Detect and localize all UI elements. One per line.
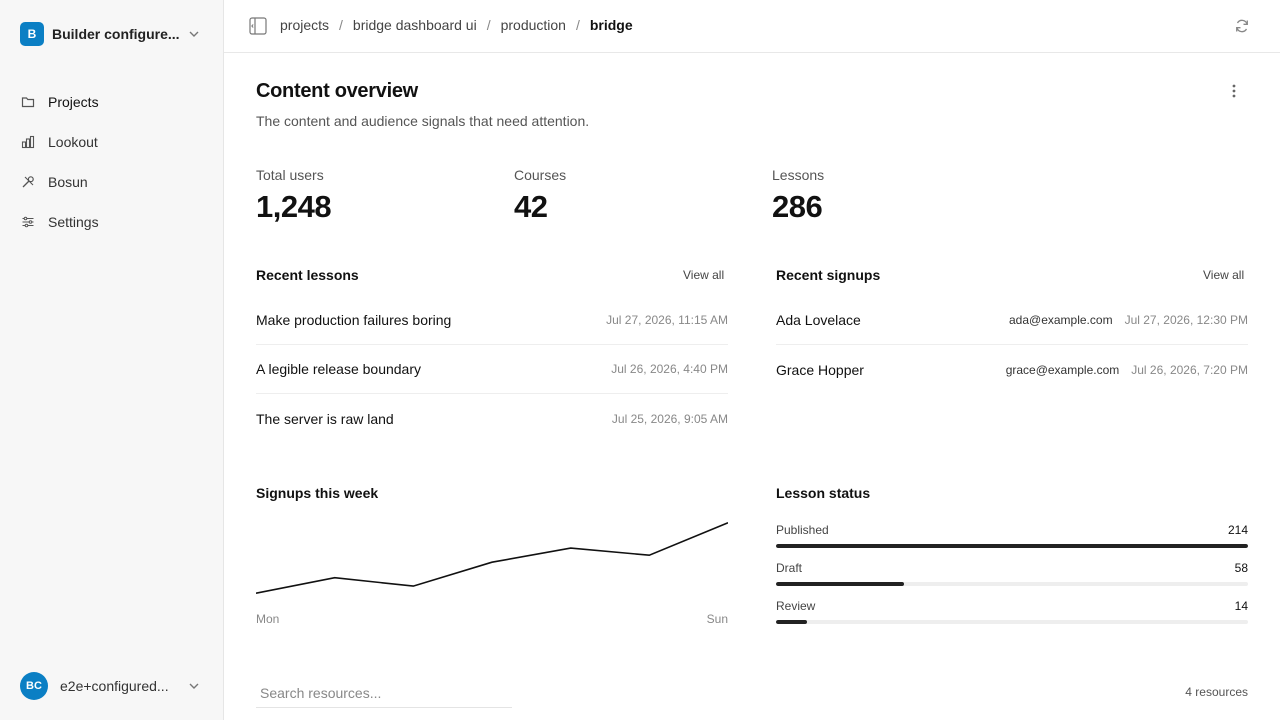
sidebar-item-bosun[interactable]: Bosun [20, 162, 204, 202]
search-input[interactable] [256, 679, 512, 708]
stat-label: Courses [514, 167, 567, 183]
top-bar: projects / bridge dashboard ui / product… [224, 0, 1280, 53]
sidebar-item-lookout[interactable]: Lookout [20, 122, 204, 162]
user-menu[interactable]: BC e2e+configured... [20, 672, 204, 700]
page-subtitle: The content and audience signals that ne… [256, 113, 590, 129]
breadcrumb-projects[interactable]: projects [280, 17, 330, 33]
breadcrumb-separator: / [339, 17, 343, 33]
stat-value: 1,248 [256, 189, 332, 224]
signup-name: Ada Lovelace [776, 312, 861, 328]
sidebar-item-label: Bosun [48, 174, 88, 190]
status-published: Published 214 [776, 523, 1248, 548]
status-count: 14 [1234, 599, 1248, 613]
list-item[interactable]: Ada Lovelace ada@example.com Jul 27, 202… [776, 296, 1248, 345]
progress-fill [776, 544, 1248, 548]
org-switcher[interactable]: B Builder configure... [20, 22, 204, 46]
recent-lessons-list: Make production failures boring Jul 27, … [256, 296, 728, 443]
signup-time: Jul 27, 2026, 12:30 PM [1124, 313, 1248, 327]
progress-track [776, 582, 1248, 586]
chevron-down-icon [189, 31, 199, 37]
stat-label: Total users [256, 167, 324, 183]
status-label: Draft [776, 561, 803, 575]
signup-time: Jul 26, 2026, 7:20 PM [1131, 362, 1248, 377]
signup-name: Grace Hopper [776, 361, 864, 378]
sidebar-item-label: Settings [48, 214, 99, 230]
lesson-title: Make production failures boring [256, 312, 452, 328]
status-draft: Draft 58 [776, 561, 1248, 586]
sidebar-nav: Projects Lookout Bosun Settings [20, 82, 204, 242]
status-label: Published [776, 523, 829, 537]
chart-x-start-label: Mon [256, 612, 280, 626]
bar-chart-icon [20, 134, 36, 150]
sidebar-item-label: Lookout [48, 134, 98, 150]
sidebar: B Builder configure... Projects Lookout … [0, 0, 224, 720]
breadcrumb-current: bridge [589, 17, 633, 33]
list-item[interactable]: The server is raw land Jul 25, 2026, 9:0… [256, 394, 728, 443]
stat-lessons: Lessons 286 [772, 167, 824, 225]
org-badge: B [20, 22, 44, 46]
signup-email: ada@example.com [1009, 313, 1113, 327]
avatar: BC [20, 672, 48, 700]
breadcrumb-project[interactable]: bridge dashboard ui [352, 17, 477, 33]
progress-track [776, 620, 1248, 624]
recent-lessons-view-all-link[interactable]: View all [683, 268, 725, 282]
status-review: Review 14 [776, 599, 1248, 624]
kebab-icon [1232, 84, 1236, 98]
signups-series-line [256, 522, 728, 594]
sidebar-item-label: Projects [48, 94, 99, 110]
status-label: Review [776, 599, 816, 613]
lesson-time: Jul 27, 2026, 11:15 AM [606, 313, 728, 327]
list-item[interactable]: Grace Hopper grace@example.com Jul 26, 2… [776, 345, 1248, 394]
progress-fill [776, 620, 807, 624]
sidebar-toggle-icon[interactable] [249, 17, 267, 35]
stat-label: Lessons [772, 167, 825, 183]
lesson-time: Jul 25, 2026, 9:05 AM [611, 411, 728, 426]
status-count: 214 [1227, 523, 1248, 537]
tools-icon [20, 174, 36, 190]
signups-chart-title: Signups this week [256, 485, 379, 501]
signup-details: grace@example.com Jul 26, 2026, 7:20 PM [1006, 363, 1248, 377]
refresh-icon[interactable] [1234, 18, 1250, 34]
resource-count: 4 resources [1185, 685, 1248, 699]
recent-signups-title: Recent signups [776, 267, 881, 283]
chart-x-end-label: Sun [706, 612, 728, 626]
breadcrumb-separator: / [575, 17, 580, 33]
org-name: Builder configure... [52, 26, 180, 42]
page-title: Content overview [256, 80, 418, 102]
breadcrumb: projects / bridge dashboard ui / product… [280, 17, 633, 33]
stat-value: 42 [514, 189, 548, 224]
chevron-down-icon [189, 683, 199, 689]
sidebar-item-projects[interactable]: Projects [20, 82, 204, 122]
breadcrumb-environment[interactable]: production [500, 17, 566, 33]
user-name: e2e+configured... [60, 678, 169, 694]
status-count: 58 [1234, 561, 1248, 575]
more-options-button[interactable] [1226, 81, 1242, 101]
recent-lessons-title: Recent lessons [256, 267, 359, 283]
signup-email: grace@example.com [1005, 362, 1120, 377]
signups-line-chart [256, 522, 728, 594]
folder-icon [20, 94, 36, 110]
recent-signups-view-all-link[interactable]: View all [1203, 268, 1245, 282]
progress-fill [776, 582, 904, 586]
sidebar-item-settings[interactable]: Settings [20, 202, 204, 242]
progress-track [776, 544, 1248, 548]
stat-courses: Courses 42 [514, 167, 566, 225]
lesson-status-title: Lesson status [776, 485, 871, 501]
list-item[interactable]: Make production failures boring Jul 27, … [256, 296, 728, 345]
sliders-icon [20, 214, 36, 230]
lesson-time: Jul 26, 2026, 4:40 PM [611, 362, 728, 376]
main-content: Content overview The content and audienc… [224, 53, 1280, 720]
breadcrumb-separator: / [486, 17, 491, 33]
list-item[interactable]: A legible release boundary Jul 26, 2026,… [256, 345, 728, 394]
recent-signups-list: Ada Lovelace ada@example.com Jul 27, 202… [776, 296, 1248, 394]
signup-details: ada@example.com Jul 27, 2026, 12:30 PM [1009, 313, 1248, 327]
lesson-title: The server is raw land [256, 410, 394, 427]
lesson-title: A legible release boundary [256, 361, 422, 377]
stat-total-users: Total users 1,248 [256, 167, 332, 225]
stat-value: 286 [772, 189, 823, 224]
